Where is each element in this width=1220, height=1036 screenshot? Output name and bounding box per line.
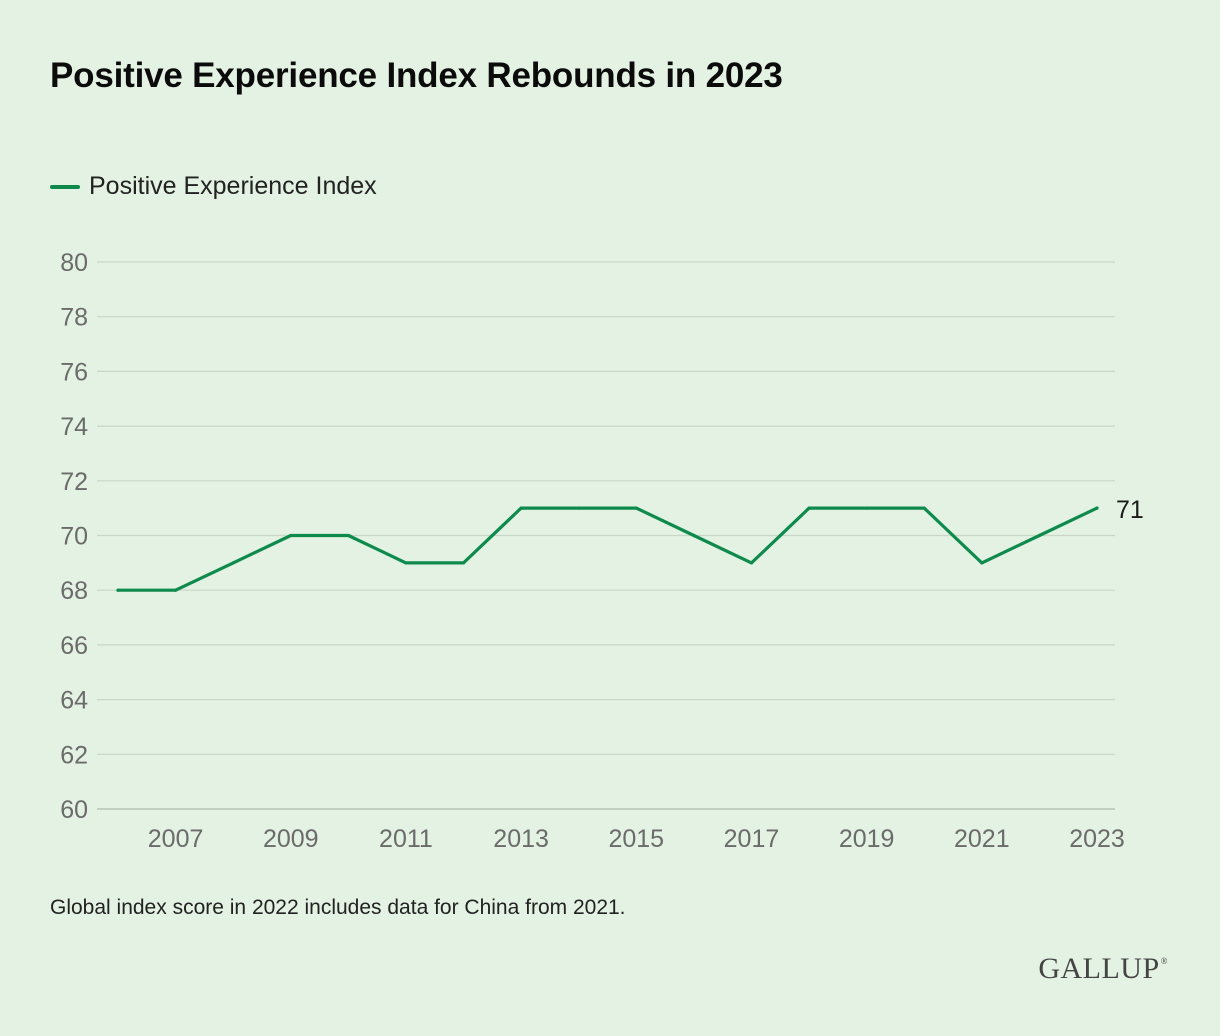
legend-label: Positive Experience Index: [89, 172, 377, 200]
y-tick-label: 74: [60, 413, 88, 441]
data-point: [577, 506, 581, 510]
x-tick-label: 2007: [148, 825, 204, 853]
data-point: [289, 533, 293, 538]
data-point: [865, 506, 869, 510]
data-point: [1095, 506, 1099, 510]
y-tick-label: 80: [60, 249, 88, 277]
x-tick-label: 2015: [608, 825, 664, 853]
chart-title: Positive Experience Index Rebounds in 20…: [50, 56, 783, 95]
x-tick-label: 2019: [839, 825, 895, 853]
x-tick-label: 2021: [954, 825, 1010, 853]
x-tick-label: 2011: [379, 825, 433, 853]
y-tick-label: 78: [60, 304, 88, 332]
x-tick-label: 2017: [724, 825, 780, 853]
series-layer: [116, 506, 1099, 592]
data-point: [173, 588, 178, 592]
x-tick-label: 2023: [1069, 825, 1125, 853]
gridlines: [97, 261, 1115, 810]
y-tick-label: 76: [60, 358, 88, 386]
y-tick-label: 68: [60, 577, 88, 605]
data-point: [807, 506, 811, 510]
data-point: [749, 561, 754, 565]
y-tick-label: 60: [60, 796, 88, 824]
data-labels: 71: [1116, 496, 1144, 524]
x-tick-label: 2013: [493, 825, 549, 853]
y-tick-label: 72: [60, 468, 88, 496]
series-line-0: [116, 506, 1099, 592]
x-tick-label: 2009: [263, 825, 319, 853]
data-point: [461, 561, 466, 565]
data-point: [634, 506, 638, 510]
data-point: [980, 561, 984, 565]
y-tick-label: 62: [60, 741, 88, 769]
data-point: [231, 561, 235, 565]
data-point: [404, 561, 408, 565]
data-point: [922, 506, 926, 510]
data-point: [346, 533, 350, 538]
y-axis-ticks: 60 62 64 66 68 70 72 74 76 78 80: [60, 249, 88, 824]
legend-swatch: [50, 184, 80, 189]
data-point: [692, 533, 696, 538]
y-tick-label: 66: [60, 632, 88, 660]
logo-mark: ®: [1160, 956, 1168, 966]
data-point: [116, 588, 120, 592]
x-axis-ticks: 2007 2009 2011 2013 2015 2017 2019 2021 2023: [148, 825, 1125, 853]
y-tick-label: 70: [60, 523, 88, 551]
y-tick-label: 64: [60, 687, 88, 715]
footnote: Global index score in 2022 includes data…: [50, 896, 626, 919]
legend: Positive Experience Index: [50, 172, 377, 201]
data-point: [519, 506, 523, 510]
end-value-label: 71: [1116, 496, 1144, 524]
gallup-logo: GALLUP ®: [1038, 952, 1168, 986]
data-point: [1037, 533, 1042, 538]
logo-text: GALLUP: [1038, 952, 1160, 985]
